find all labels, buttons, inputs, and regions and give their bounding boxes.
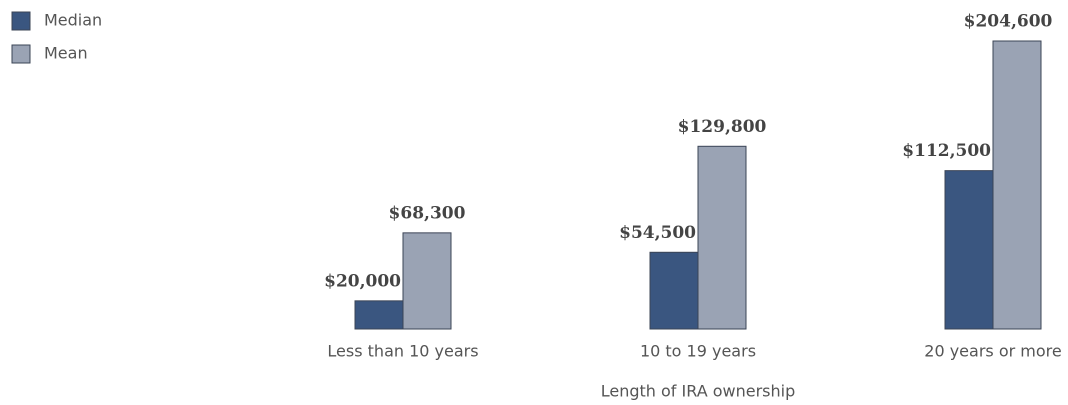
value-label: $129,800 (678, 117, 767, 137)
x-tick-label: Less than 10 years (327, 342, 478, 361)
legend-swatch (11, 11, 31, 31)
bar (944, 170, 994, 330)
legend-label: Mean (44, 44, 88, 63)
x-tick-label: 10 to 19 years (640, 342, 756, 361)
value-label: $68,300 (389, 203, 466, 223)
bar (354, 300, 404, 330)
bar (402, 232, 452, 330)
value-label: $54,500 (619, 223, 696, 243)
value-label: $112,500 (902, 141, 991, 161)
value-label: $20,000 (324, 271, 401, 291)
bar (992, 40, 1042, 330)
x-tick-label: 20 years or more (924, 342, 1061, 361)
legend-swatch (11, 44, 31, 64)
x-axis-label: Length of IRA ownership (601, 382, 796, 401)
bar (649, 251, 699, 330)
legend-label: Median (44, 11, 102, 30)
value-label: $204,600 (964, 12, 1053, 32)
bar (697, 145, 747, 330)
